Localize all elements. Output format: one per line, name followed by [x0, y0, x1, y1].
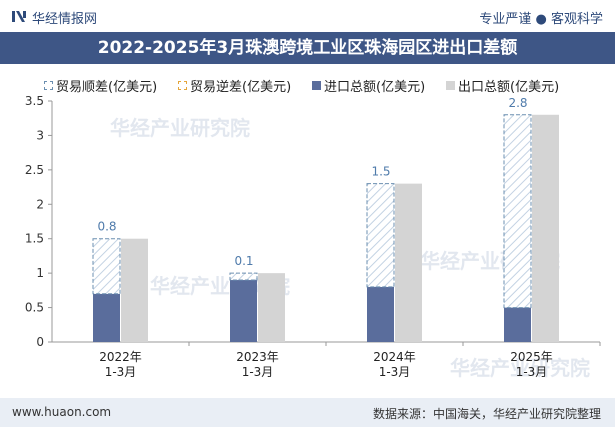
data-label: 1.5 — [371, 165, 390, 179]
export-bar — [532, 114, 559, 343]
legend-label-export: 出口总额(亿美元) — [458, 80, 560, 95]
chart-title: 2022-2025年3月珠澳跨境工业区珠海园区进出口差额 — [0, 32, 615, 64]
x-tick-label: 2025年 1-3月 — [510, 350, 553, 379]
data-label: 0.1 — [234, 254, 253, 268]
y-tick-label: 3 — [36, 128, 44, 142]
x-tick-label: 2024年 1-3月 — [373, 350, 416, 379]
export-bar — [121, 238, 148, 342]
export-bar — [395, 183, 422, 342]
export-bar — [258, 273, 285, 342]
y-tick-label: 1.5 — [25, 232, 44, 246]
legend-item-import: 进口总额(亿美元) — [312, 76, 425, 95]
data-label: 2.8 — [508, 96, 527, 110]
y-tick-label: 1 — [36, 266, 44, 280]
chart-area: 0 0.5 1 1.5 2 2.5 3 3.5 0.8 2022年 1-3月 0.1 2023年 1-3… — [25, 94, 601, 379]
footer-source: 数据来源：中国海关，华经产业研究院整理 — [372, 407, 601, 421]
surplus-bar — [229, 272, 258, 281]
legend-item-surplus: 贸易顺差(亿美元) — [44, 76, 157, 95]
logo-icon — [12, 11, 26, 22]
slogan: 专业严谨 ● 客观科学 — [479, 12, 603, 27]
legend-item-deficit: 贸易逆差(亿美元) — [178, 76, 291, 95]
y-tick-label: 2.5 — [25, 163, 44, 177]
data-label: 0.8 — [97, 220, 116, 234]
legend: 贸易顺差(亿美元) 贸易逆差(亿美元) 进口总额(亿美元) 出口总额(亿美元) — [0, 76, 615, 96]
surplus-bar — [366, 183, 395, 288]
footer-bar: www.huaon.com 数据来源：中国海关，华经产业研究院整理 — [0, 398, 615, 427]
surplus-bar — [92, 238, 121, 295]
import-bar — [504, 307, 531, 342]
y-tick-label: 0 — [36, 335, 44, 349]
import-bar — [367, 286, 394, 342]
y-tick-label: 0.5 — [25, 301, 44, 315]
surplus-bar — [503, 114, 532, 309]
brand-name: 华经情报网 — [32, 12, 98, 27]
legend-label-surplus: 贸易顺差(亿美元) — [56, 80, 158, 95]
legend-swatch-export — [446, 81, 455, 90]
y-tick-label: 2 — [36, 197, 44, 211]
legend-swatch-deficit — [178, 81, 187, 90]
legend-item-export: 出口总额(亿美元) — [446, 76, 559, 95]
footer-site: www.huaon.com — [12, 405, 112, 419]
legend-label-deficit: 贸易逆差(亿美元) — [190, 80, 292, 95]
import-bar — [93, 293, 120, 342]
header-bar: 华经情报网 专业严谨 ● 客观科学 — [0, 0, 615, 32]
x-tick-label: 2022年 1-3月 — [99, 350, 142, 379]
legend-swatch-surplus — [44, 81, 53, 90]
import-bar — [230, 280, 257, 342]
legend-label-import: 进口总额(亿美元) — [324, 80, 426, 95]
x-tick-label: 2023年 1-3月 — [236, 350, 279, 379]
y-tick-label: 3.5 — [25, 94, 44, 108]
legend-swatch-import — [312, 81, 321, 90]
